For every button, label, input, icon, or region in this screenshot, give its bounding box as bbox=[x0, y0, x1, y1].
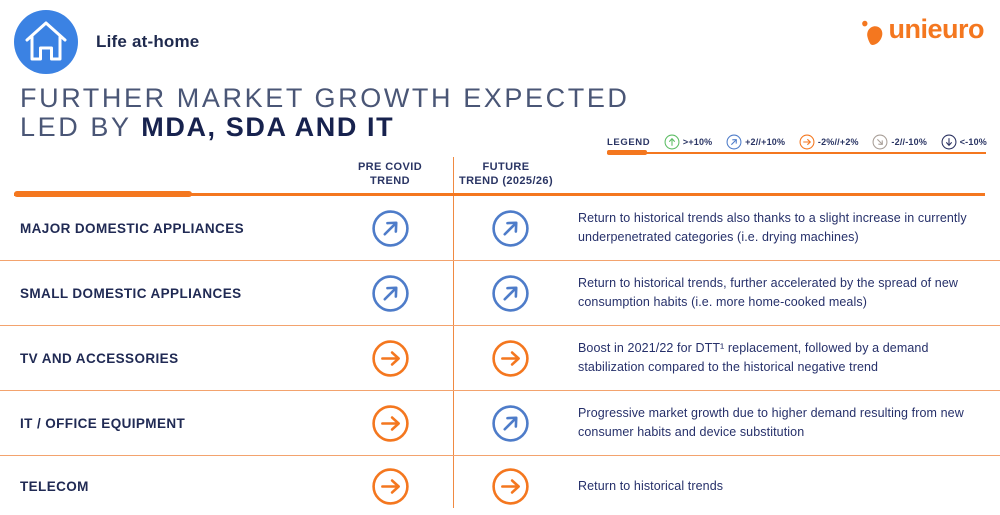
table-row: TV AND ACCESSORIES Boost in 2021/22 for … bbox=[0, 326, 1000, 391]
trend-icon-pre-covid bbox=[371, 209, 410, 248]
trend-icon-future bbox=[491, 467, 530, 506]
trend-icon-pre-covid bbox=[371, 404, 410, 443]
trend-icon-pre-covid bbox=[371, 467, 410, 506]
table-row: SMALL DOMESTIC APPLIANCES Return to hist… bbox=[0, 261, 1000, 326]
legend-item: <-10% bbox=[941, 134, 987, 150]
legend-underline bbox=[607, 152, 986, 154]
category-label: IT / OFFICE EQUIPMENT bbox=[20, 415, 186, 431]
category-label: MAJOR DOMESTIC APPLIANCES bbox=[20, 220, 245, 236]
home-icon bbox=[14, 10, 78, 74]
unieuro-logo: unieuro bbox=[859, 14, 985, 48]
legend: LEGEND >+10% +2//+10% -2%//+2% -2//-10% … bbox=[607, 134, 987, 150]
category-label: SMALL DOMESTIC APPLIANCES bbox=[20, 285, 242, 301]
header-rule bbox=[14, 193, 985, 196]
legend-item: +2//+10% bbox=[726, 134, 785, 150]
trend-description: Progressive market growth due to higher … bbox=[578, 406, 964, 439]
trend-description: Return to historical trends also thanks … bbox=[578, 211, 967, 244]
legend-item: >+10% bbox=[664, 134, 713, 150]
category-badge: Life at-home bbox=[14, 10, 199, 74]
table-row: IT / OFFICE EQUIPMENT Progressive market… bbox=[0, 391, 1000, 456]
category-label: TELECOM bbox=[20, 478, 89, 494]
arrow-up-right-icon bbox=[726, 134, 742, 150]
arrow-down-right-icon bbox=[872, 134, 888, 150]
trend-icon-future bbox=[491, 339, 530, 378]
trend-icon-future bbox=[491, 209, 530, 248]
trend-icon-pre-covid bbox=[371, 274, 410, 313]
legend-item: -2//-10% bbox=[872, 134, 927, 150]
trend-description: Return to historical trends, further acc… bbox=[578, 276, 959, 309]
trend-table: MAJOR DOMESTIC APPLIANCES Return to hist… bbox=[0, 196, 1000, 515]
column-header-pre-covid: PRE COVID TREND bbox=[357, 161, 423, 188]
trend-icon-future bbox=[491, 404, 530, 443]
trend-description: Return to historical trends bbox=[578, 478, 724, 493]
table-row: MAJOR DOMESTIC APPLIANCES Return to hist… bbox=[0, 196, 1000, 261]
legend-label: LEGEND bbox=[607, 136, 651, 148]
arrow-up-icon bbox=[664, 134, 680, 150]
title-line-2-emphasis: MDA, SDA AND IT bbox=[141, 112, 395, 143]
page-title: FURTHER MARKET GROWTH EXPECTED LED BY MD… bbox=[20, 83, 630, 143]
title-line-1: FURTHER MARKET GROWTH EXPECTED bbox=[20, 83, 630, 113]
legend-underline-accent bbox=[607, 150, 647, 155]
trend-icon-pre-covid bbox=[371, 339, 410, 378]
trend-description: Boost in 2021/22 for DTT¹ replacement, f… bbox=[578, 341, 929, 374]
logo-text: unieuro bbox=[888, 14, 985, 44]
column-divider bbox=[453, 157, 454, 508]
badge-label: Life at-home bbox=[96, 32, 200, 51]
column-header-future: FUTURE TREND (2025/26) bbox=[458, 161, 554, 188]
table-row: TELECOM Return to historical trends bbox=[0, 456, 1000, 515]
trend-icon-future bbox=[491, 274, 530, 313]
legend-item: -2%//+2% bbox=[799, 134, 859, 150]
arrow-down-icon bbox=[941, 134, 957, 150]
header-rule-accent bbox=[14, 191, 192, 197]
title-line-2-prefix: LED BY bbox=[20, 112, 142, 143]
arrow-right-icon bbox=[799, 134, 815, 150]
category-label: TV AND ACCESSORIES bbox=[20, 350, 179, 366]
unieuro-logo-mark-icon bbox=[861, 20, 882, 45]
